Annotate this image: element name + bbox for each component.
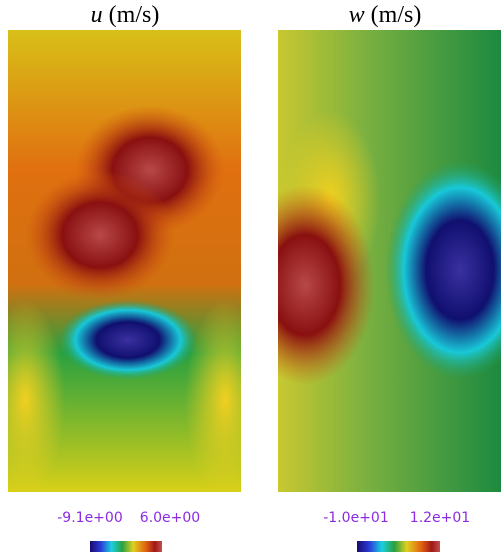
panel-title: w (m/s) [349,2,422,28]
u-field [0,30,265,500]
unit: (m/s) [109,2,160,28]
colorbar [357,541,440,552]
colorbar-min: -1.0e+01 [323,510,388,526]
colorbar-min: -9.1e+00 [57,510,122,526]
panel-title: u (m/s) [91,2,160,28]
colorbar-max: 6.0e+00 [140,510,200,526]
variable: w [349,2,365,28]
unit: (m/s) [371,2,422,28]
w-field [235,30,501,492]
colorbar-max: 1.2e+01 [410,510,470,526]
variable: u [91,2,103,28]
colorbar [90,541,162,552]
figure: u (m/s) w (m/s) -9.1e+00 6.0e+00 -1.0e+0… [0,0,501,557]
